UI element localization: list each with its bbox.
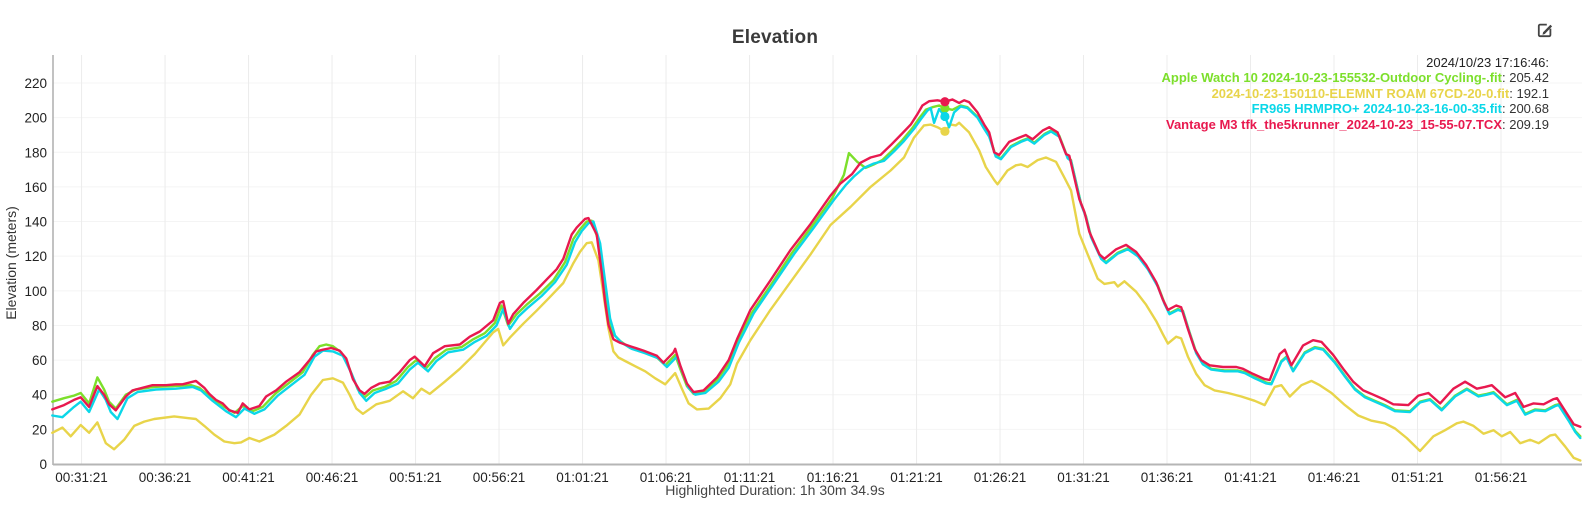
x-tick-label: 01:41:21 [1224, 470, 1277, 485]
series-line-vantage-m3 [51, 98, 1582, 428]
legend-label-fr965[interactable]: FR965 HRMPRO+ 2024-10-23-16-00-35.fit [1251, 101, 1502, 117]
legend-label-elemnt-roam[interactable]: 2024-10-23-150110-ELEMNT ROAM 67CD-20-0.… [1211, 85, 1510, 101]
x-tick-label: 01:36:21 [1141, 470, 1194, 485]
legend-label-apple-watch-10[interactable]: Apple Watch 10 2024-10-23-155532-Outdoor… [1161, 70, 1502, 86]
x-tick-label: 01:16:21 [807, 470, 860, 485]
x-tick-label: 01:01:21 [556, 470, 609, 485]
legend-timestamp: 2024/10/23 17:16:46: [1426, 55, 1549, 70]
highlighted-duration: Highlighted Duration: 1h 30m 34.9s [665, 482, 885, 498]
x-tick-label: 01:06:21 [640, 470, 693, 485]
x-tick-label: 01:11:21 [724, 470, 776, 485]
chart-legend: 2024/10/23 17:16:46: Apple Watch 10 2024… [1161, 55, 1549, 132]
legend-label-vantage-m3[interactable]: Vantage M3 tfk_the5krunner_2024-10-23_15… [1166, 116, 1502, 132]
x-tick-label: 00:36:21 [139, 470, 192, 485]
edit-icon-glyph [1537, 23, 1553, 38]
x-tick-label: 01:31:21 [1057, 470, 1110, 485]
y-tick-label: 200 [24, 111, 47, 126]
x-tick-label: 01:26:21 [974, 470, 1027, 485]
x-tick-label: 00:46:21 [306, 470, 359, 485]
y-tick-label: 100 [24, 284, 47, 299]
x-tick-label: 00:56:21 [473, 470, 526, 485]
series-line-fr965 [51, 105, 1582, 440]
y-tick-label: 80 [32, 318, 47, 333]
series-marker-vantage-m3 [940, 97, 950, 107]
y-tick-label: 220 [24, 76, 47, 91]
legend-entry-vantage-m3: Vantage M3 tfk_the5krunner_2024-10-23_15… [1161, 117, 1549, 132]
legend-entry-fr965: FR965 HRMPRO+ 2024-10-23-16-00-35.fit: 2… [1161, 101, 1549, 116]
y-tick-label: 20 [32, 422, 47, 437]
edit-icon[interactable] [1536, 21, 1554, 39]
x-tick-label: 01:51:21 [1391, 470, 1444, 485]
y-tick-label: 160 [24, 180, 47, 195]
y-tick-label: 60 [32, 353, 47, 368]
x-tick-label: 00:31:21 [55, 470, 108, 485]
y-tick-label: 120 [24, 249, 47, 264]
x-tick-label: 01:46:21 [1308, 470, 1361, 485]
y-tick-label: 180 [24, 145, 47, 160]
legend-entry-elemnt-roam: 2024-10-23-150110-ELEMNT ROAM 67CD-20-0.… [1161, 86, 1549, 101]
legend-value-fr965: : 200.68 [1502, 101, 1549, 117]
series-marker-fr965 [940, 111, 950, 122]
legend-entry-apple-watch-10: Apple Watch 10 2024-10-23-155532-Outdoor… [1161, 70, 1549, 85]
y-tick-label: 0 [39, 457, 47, 472]
y-tick-label: 40 [32, 388, 47, 403]
y-axis-label: Elevation (meters) [3, 206, 19, 320]
series-line-elemnt-roam [51, 121, 1582, 462]
y-tick-label: 140 [24, 215, 47, 230]
chart-title: Elevation [731, 27, 819, 48]
legend-value-elemnt-roam: : 192.1 [1509, 85, 1549, 101]
series-marker-apple-watch-10 [940, 103, 950, 113]
x-tick-label: 01:56:21 [1475, 470, 1528, 485]
x-tick-label: 00:41:21 [222, 470, 275, 485]
series-marker-elemnt-roam [940, 126, 950, 136]
legend-value-vantage-m3: : 209.19 [1502, 116, 1549, 132]
x-tick-label: 01:21:21 [890, 470, 943, 485]
x-tick-label: 00:51:21 [389, 470, 442, 485]
legend-value-apple-watch-10: : 205.42 [1502, 70, 1549, 86]
